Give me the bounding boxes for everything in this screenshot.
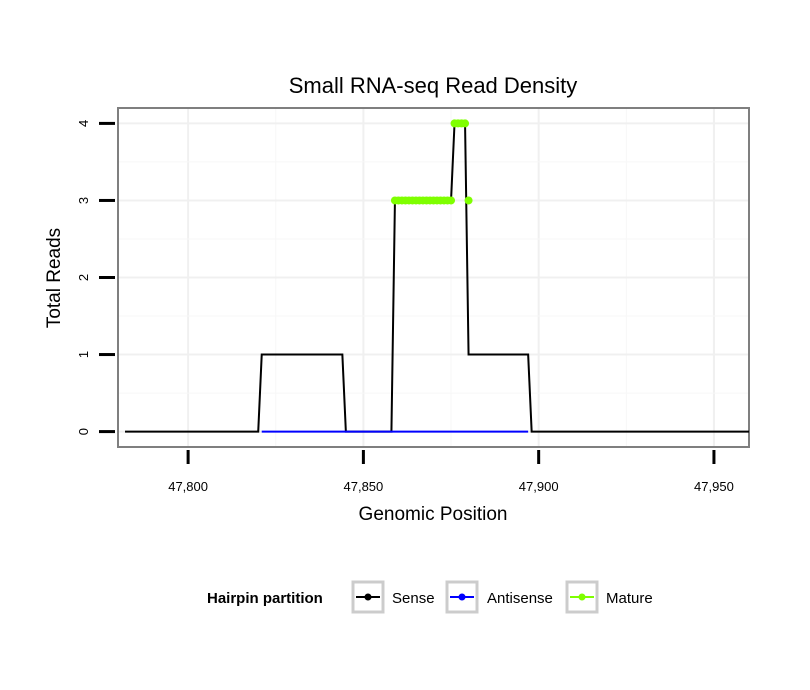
legend-label-sense: Sense	[392, 590, 435, 607]
x-axis-title: Genomic Position	[359, 504, 508, 525]
y-tick-label: 3	[76, 197, 91, 204]
data-point-mature	[464, 196, 473, 205]
legend-point-mature	[578, 593, 586, 601]
x-tick-label: 47,900	[519, 479, 559, 494]
chart-title: Small RNA-seq Read Density	[289, 73, 578, 98]
points-layer	[390, 119, 473, 205]
y-axis: 0 1 2 3 4	[76, 120, 115, 435]
y-tick-label: 4	[76, 120, 91, 127]
legend-label-mature: Mature	[606, 590, 653, 607]
x-tick-label: 47,850	[344, 479, 384, 494]
legend-item-sense: Sense	[351, 580, 435, 614]
data-point-mature	[461, 119, 470, 128]
legend-item-antisense: Antisense	[445, 580, 553, 614]
legend-point-antisense	[458, 593, 466, 601]
x-axis: 47,800 47,850 47,900 47,950	[168, 450, 734, 494]
y-tick-label: 2	[76, 274, 91, 281]
legend-title: Hairpin partition	[207, 590, 323, 607]
y-tick-label: 1	[76, 351, 91, 358]
legend: Hairpin partition Sense Antisense Mature	[207, 580, 653, 614]
x-tick-label: 47,800	[168, 479, 208, 494]
y-axis-title: Total Reads	[44, 228, 65, 328]
grid-lines	[119, 109, 748, 446]
legend-item-mature: Mature	[565, 580, 653, 614]
x-tick-label: 47,950	[694, 479, 734, 494]
data-point-mature	[447, 196, 456, 205]
legend-point-sense	[364, 593, 372, 601]
legend-label-antisense: Antisense	[487, 590, 553, 607]
y-tick-label: 0	[76, 428, 91, 435]
